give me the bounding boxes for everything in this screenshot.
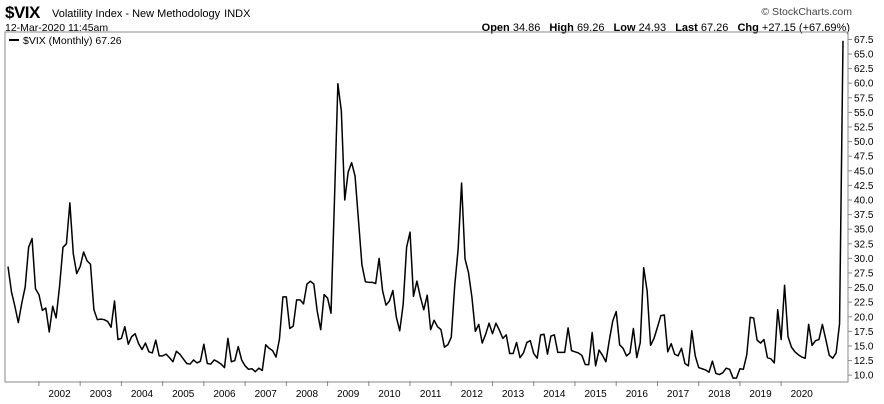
y-tick-label: 15.0: [854, 341, 874, 352]
x-tick-label: 2005: [172, 389, 195, 400]
security-name-text: Volatility Index - New Methodology: [52, 8, 221, 20]
last-value: 67.26: [700, 22, 729, 34]
ohlc-summary: Open 34.86 High 69.26 Low 24.93 Last 67.…: [482, 22, 850, 34]
x-tick-label: 2016: [626, 389, 649, 400]
y-tick-label: 47.5: [854, 152, 874, 163]
open-value: 34.86: [512, 22, 541, 34]
y-tick-label: 27.5: [854, 268, 874, 279]
x-tick-label: 2004: [131, 389, 154, 400]
y-tick-label: 22.5: [854, 298, 874, 309]
x-tick-label: 2009: [337, 389, 360, 400]
x-tick-label: 2011: [420, 389, 442, 400]
y-tick-label: 10.0: [854, 371, 874, 382]
series-line-vix: [7, 40, 844, 379]
low-value: 24.93: [638, 22, 667, 34]
x-tick-label: 2017: [667, 389, 690, 400]
change-label: Chg: [737, 22, 759, 34]
high-value: 69.26: [576, 22, 605, 34]
y-tick-label: 52.5: [854, 123, 874, 134]
y-tick-label: 32.5: [854, 239, 874, 250]
y-tick-label: 65.0: [854, 50, 874, 61]
y-tick-label: 30.0: [854, 254, 874, 265]
legend: $VIX (Monthly) 67.26: [9, 35, 122, 47]
y-tick-label: 37.5: [854, 210, 874, 221]
x-tick-label: 2002: [48, 389, 71, 400]
x-tick-label: 2008: [296, 389, 319, 400]
x-tick-label: 2013: [502, 389, 525, 400]
y-tick-label: 42.5: [854, 181, 874, 192]
x-tick-label: 2010: [378, 389, 401, 400]
y-tick-label: 35.0: [854, 225, 874, 236]
low-label: Low: [613, 22, 636, 34]
plot-frame: [4, 31, 849, 383]
security-name: Volatility Index - New Methodology INDX: [52, 8, 250, 20]
legend-label: $VIX (Monthly) 67.26: [23, 35, 122, 47]
brand-watermark: © StockCharts.com: [761, 6, 852, 18]
x-tick-label: 2006: [213, 389, 236, 400]
y-tick-label: 60.0: [854, 79, 874, 90]
y-axis: 10.0 12.5 15.0 17.5 20.0 22.5 25.0 27.5 30.0 32.5…: [848, 35, 874, 382]
x-tick-label: 2018: [708, 389, 731, 400]
last-label: Last: [675, 22, 698, 34]
y-tick-label: 57.5: [854, 93, 874, 104]
x-tick-label: 2012: [461, 389, 484, 400]
y-tick-label: 12.5: [854, 356, 874, 367]
x-tick-label: 2003: [90, 389, 113, 400]
exchange-label: INDX: [224, 8, 251, 20]
y-tick-label: 20.0: [854, 312, 874, 323]
symbol-title: $VIX: [5, 3, 40, 22]
x-tick-label: 2019: [749, 389, 772, 400]
open-label: Open: [481, 22, 510, 34]
x-tick-label: 2015: [584, 389, 607, 400]
y-tick-label: 67.5: [854, 35, 874, 46]
y-tick-label: 62.5: [854, 64, 874, 75]
high-label: High: [549, 22, 574, 34]
y-tick-label: 55.0: [854, 108, 874, 119]
change-value: +27.15 (+67.69%): [761, 22, 850, 34]
y-tick-label: 25.0: [854, 283, 874, 294]
y-tick-label: 40.0: [854, 195, 874, 206]
y-tick-label: 50.0: [854, 137, 874, 148]
x-tick-label: 2007: [255, 389, 278, 400]
x-tick-label: 2014: [543, 389, 566, 400]
timestamp: 12-Mar-2020 11:45am: [5, 22, 109, 34]
x-tick-label: 2020: [791, 389, 814, 400]
chart-header: $VIX Volatility Index - New Methodology I…: [0, 0, 884, 40]
y-tick-label: 45.0: [854, 166, 874, 177]
y-tick-label: 17.5: [854, 327, 874, 338]
x-axis: 2002 2003 2004 2005 2006 2007 2008 2009 2010 2011…: [38, 381, 814, 400]
